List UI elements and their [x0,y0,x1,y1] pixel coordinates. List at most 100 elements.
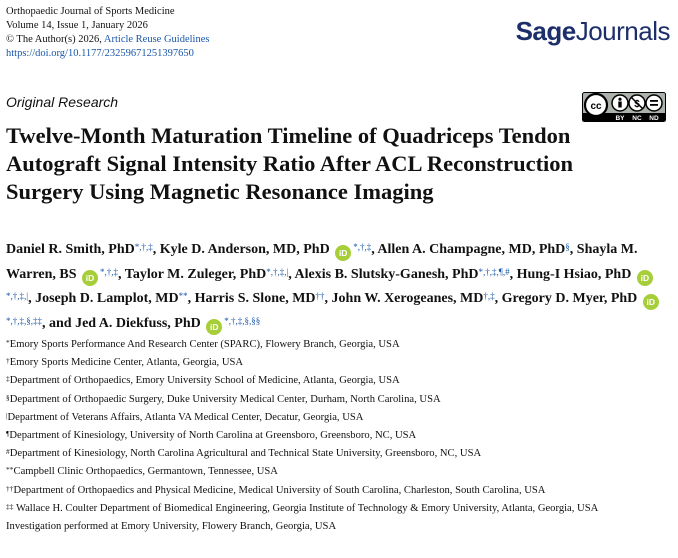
affiliation-text: Emory Sports Medicine Center, Atlanta, G… [9,357,244,369]
affiliation-item: ‡Department of Orthopaedics, Emory Unive… [6,372,674,390]
author-separator: , [509,266,517,282]
affiliation-marks[interactable]: *,†,‡,¶,# [478,266,510,277]
author: Daniel R. Smith, PhD*,†,‡, [6,242,160,257]
author-name: Kyle D. Anderson, MD, PhD [159,242,330,257]
affiliation-text: Department of Kinesiology, University of… [9,430,417,442]
noderivatives-icon [645,94,663,112]
affiliation-mark: § [6,392,10,402]
affiliation-text: Department of Orthopaedics, Emory Univer… [9,375,400,387]
affiliation-item: ¶Department of Kinesiology, University o… [6,427,674,445]
affiliation-item: †Emory Sports Medicine Center, Atlanta, … [6,354,674,372]
svg-text:cc: cc [590,101,602,112]
author-name: Joseph D. Lamplot, MD [35,291,179,307]
affiliation-item: ‡‡ Wallace H. Coulter Department of Biom… [6,500,674,518]
affiliation-item: ††Department of Orthopaedics and Physica… [6,482,674,500]
affiliation-marks[interactable]: *,†,‡,§,§§ [224,315,261,326]
brand-part1: Sage [515,16,577,46]
affiliation-item: **Campbell Clinic Orthopaedics, Germanto… [6,463,674,481]
affiliation-mark: †† [6,483,14,493]
author-name: Shayla M. Warren, BS [6,242,638,282]
cc-license-badge[interactable]: cc $ BY NC ND [582,92,666,122]
affiliation-text: Emory Sports Performance And Research Ce… [9,339,400,350]
reuse-guidelines-link[interactable]: Article Reuse Guidelines [103,34,210,45]
copyright-line: © The Author(s) 2026, Article Reuse Guid… [6,33,209,47]
copyright-text: © The Author(s) 2026, [6,34,102,45]
orcid-icon[interactable]: iD [636,269,653,286]
orcid-icon[interactable]: iD [206,318,223,335]
affiliation-text: Wallace H. Coulter Department of Biomedi… [13,502,599,514]
author: Jed A. Diekfuss, PhD iD*,†,‡,§,§§ [75,315,261,335]
author: Harris S. Slone, MD††, [195,291,332,306]
author: Kyle D. Anderson, MD, PhD iD*,†,‡, [159,242,378,261]
article-type-label: Original Research [6,94,119,110]
author-separator: , [187,291,195,307]
affiliation-mark: ¶ [6,429,10,439]
nc-label: NC [632,115,642,122]
affiliation-text: Department of Orthopaedics and Physical … [13,484,546,496]
affiliation-marks[interactable]: *,†,‡ [100,266,119,277]
author: Joseph D. Lamplot, MD**, [35,291,195,306]
affiliation-marks[interactable]: ** [178,291,188,302]
sage-journals-logo[interactable]: SageJournals [515,16,671,47]
svg-text:$: $ [634,99,640,110]
affiliation-text: Department of Orthopaedic Surgery, Duke … [9,393,441,405]
author-name: Gregory D. Myer, PhD [501,291,638,307]
author-separator: , [28,291,36,307]
author: Allen A. Champagne, MD, PhD§, [377,242,576,257]
nd-label: ND [649,115,659,122]
affiliation-mark: | [6,410,8,420]
author-separator: , and [42,315,76,331]
author-separator: , [569,242,577,257]
author-name: Allen A. Champagne, MD, PhD [377,242,566,257]
affiliation-marks[interactable]: †,‡ [483,291,495,302]
orcid-icon[interactable]: iD [82,269,99,286]
brand-part2: Journals [575,16,671,46]
author: Taylor M. Zuleger, PhD*,†,‡,|, [125,267,295,282]
author: Alexis B. Slutsky-Ganesh, PhD*,†,‡,¶,#, [295,267,517,282]
author: Gregory D. Myer, PhD iD *,†,‡,§,‡‡, and [6,291,661,331]
affiliation-marks[interactable]: § [565,242,570,252]
author-separator: , [152,242,160,257]
affiliation-text: Campbell Clinic Orthopaedics, Germantown… [13,466,278,478]
affiliation-text: Department of Kinesiology, North Carolin… [9,448,482,460]
author-name: Jed A. Diekfuss, PhD [75,315,201,331]
author-separator: , [324,291,332,307]
author: John W. Xerogeanes, MD†,‡, [332,291,502,306]
author-separator: , [288,266,295,282]
affiliation-marks[interactable]: *,†,‡ [134,242,153,252]
affiliation-item: #Department of Kinesiology, North Caroli… [6,445,674,463]
affiliation-item: *Emory Sports Performance And Research C… [6,336,674,354]
affiliations: *Emory Sports Performance And Research C… [6,336,674,536]
orcid-icon[interactable]: iD [335,245,352,261]
by-label: BY [615,115,625,122]
author: Shayla M. Warren, BS iD*,†,‡, [6,242,638,286]
author-name: Harris S. Slone, MD [194,291,316,307]
affiliation-mark: * [6,338,10,347]
affiliation-item: |Department of Veterans Affairs, Atlanta… [6,409,674,427]
investigation-note: Investigation performed at Emory Univers… [6,521,337,533]
affiliation-mark: ‡ [6,374,10,384]
affiliation-marks[interactable]: †† [315,291,325,302]
affiliation-mark: ‡‡ [6,501,14,511]
journal-name: Orthopaedic Journal of Sports Medicine [6,6,175,17]
affiliation-mark: † [6,356,10,366]
article-title: Twelve-Month Maturation Timeline of Quad… [6,123,574,204]
affiliation-marks[interactable]: *,†,‡,§,‡‡ [6,315,42,326]
author-name: John W. Xerogeanes, MD [331,291,484,307]
volume-issue: Volume 14, Issue 1, January 2026 [6,20,148,31]
author-name: Alexis B. Slutsky-Ganesh, PhD [294,266,479,282]
affiliation-marks[interactable]: *,†,‡,| [6,291,29,302]
author-name: Daniel R. Smith, PhD [6,242,135,257]
affiliation-item: §Department of Orthopaedic Surgery, Duke… [6,391,674,409]
affiliation-marks[interactable]: *,†,‡ [353,242,372,252]
affiliation-mark: # [6,447,10,457]
author: Hung-I Hsiao, PhD iD *,†,‡,|, [6,267,655,307]
orcid-icon[interactable]: iD [642,294,659,311]
affiliation-text: Department of Veterans Affairs, Atlanta … [7,411,364,423]
affiliation-marks[interactable]: *,†,‡,| [266,266,289,277]
author-separator: , [371,242,378,257]
doi-link[interactable]: https://doi.org/10.1177/2325967125139765… [6,48,194,59]
affiliation-mark: ** [6,465,14,475]
author-separator: , [118,266,125,282]
journal-meta: Orthopaedic Journal of Sports Medicine V… [6,5,209,61]
